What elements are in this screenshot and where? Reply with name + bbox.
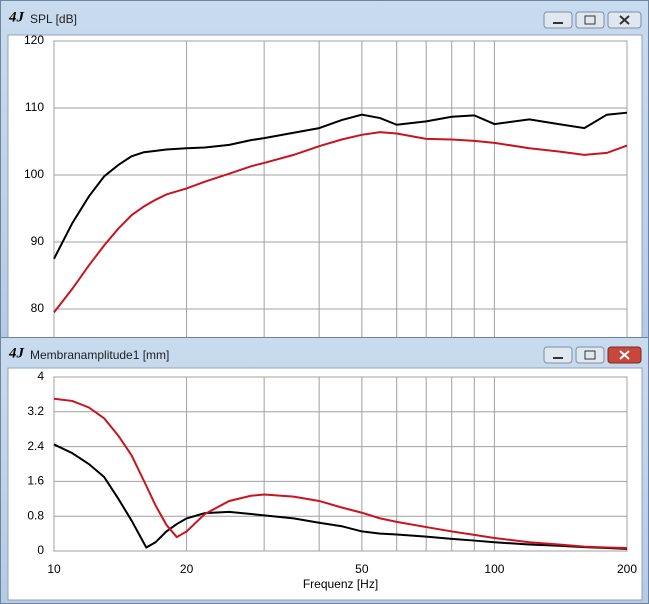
line-series xyxy=(53,443,628,550)
y-tick-label: 100 xyxy=(24,167,44,181)
minimize-button[interactable] xyxy=(543,11,573,29)
icon xyxy=(584,15,596,25)
icon xyxy=(584,350,596,360)
plot-area xyxy=(53,40,628,339)
window-buttons[interactable] xyxy=(543,346,642,364)
x-axis-label: Frequenz [Hz] xyxy=(303,577,378,591)
y-tick-label: 80 xyxy=(31,301,45,315)
line-series xyxy=(53,131,628,313)
chart: 4J SPL [dB] 8090100110120102050100200 xyxy=(7,9,643,339)
maximize-button[interactable] xyxy=(575,346,605,364)
y-tick-label: 3.2 xyxy=(27,404,44,418)
app-icon: 4J xyxy=(8,9,25,25)
x-tick-label: 50 xyxy=(355,562,369,576)
amplitude-window: 4J Membranamplitude1 [mm] 0 0.8 1.6 2.4 3.2 4… xyxy=(0,337,649,604)
y-tick-label: 0 xyxy=(37,543,44,557)
y-tick-label: 2.4 xyxy=(27,439,44,453)
spl-window: 4J SPL [dB] 8090100110120102050100200 xyxy=(0,0,649,340)
x-tick-label: 200 xyxy=(617,562,637,576)
x-tick-label: 100 xyxy=(484,562,504,576)
maximize-button[interactable] xyxy=(575,11,605,29)
window-buttons[interactable] xyxy=(543,11,642,29)
x-tick-label: 10 xyxy=(47,562,61,576)
minimize-button[interactable] xyxy=(543,346,573,364)
x-tick-label: 20 xyxy=(180,562,194,576)
window-title: SPL [dB] xyxy=(30,12,77,26)
icon xyxy=(619,350,630,360)
window-title: Membranamplitude1 [mm] xyxy=(30,348,169,362)
plot-area xyxy=(53,376,628,552)
line-series xyxy=(53,111,628,260)
chart: 4J Membranamplitude1 [mm] 0 0.8 1.6 2.4 3.2 4… xyxy=(7,345,643,601)
y-tick-label: 110 xyxy=(25,100,44,114)
y-tick-label: 90 xyxy=(31,234,45,248)
y-tick-label: 120 xyxy=(24,33,44,47)
y-tick-label: 1.6 xyxy=(27,474,44,488)
icon xyxy=(619,15,630,25)
y-tick-label: 4 xyxy=(37,369,44,383)
app-icon: 4J xyxy=(8,345,25,361)
y-tick-label: 0.8 xyxy=(27,508,44,522)
line-series xyxy=(53,397,628,549)
